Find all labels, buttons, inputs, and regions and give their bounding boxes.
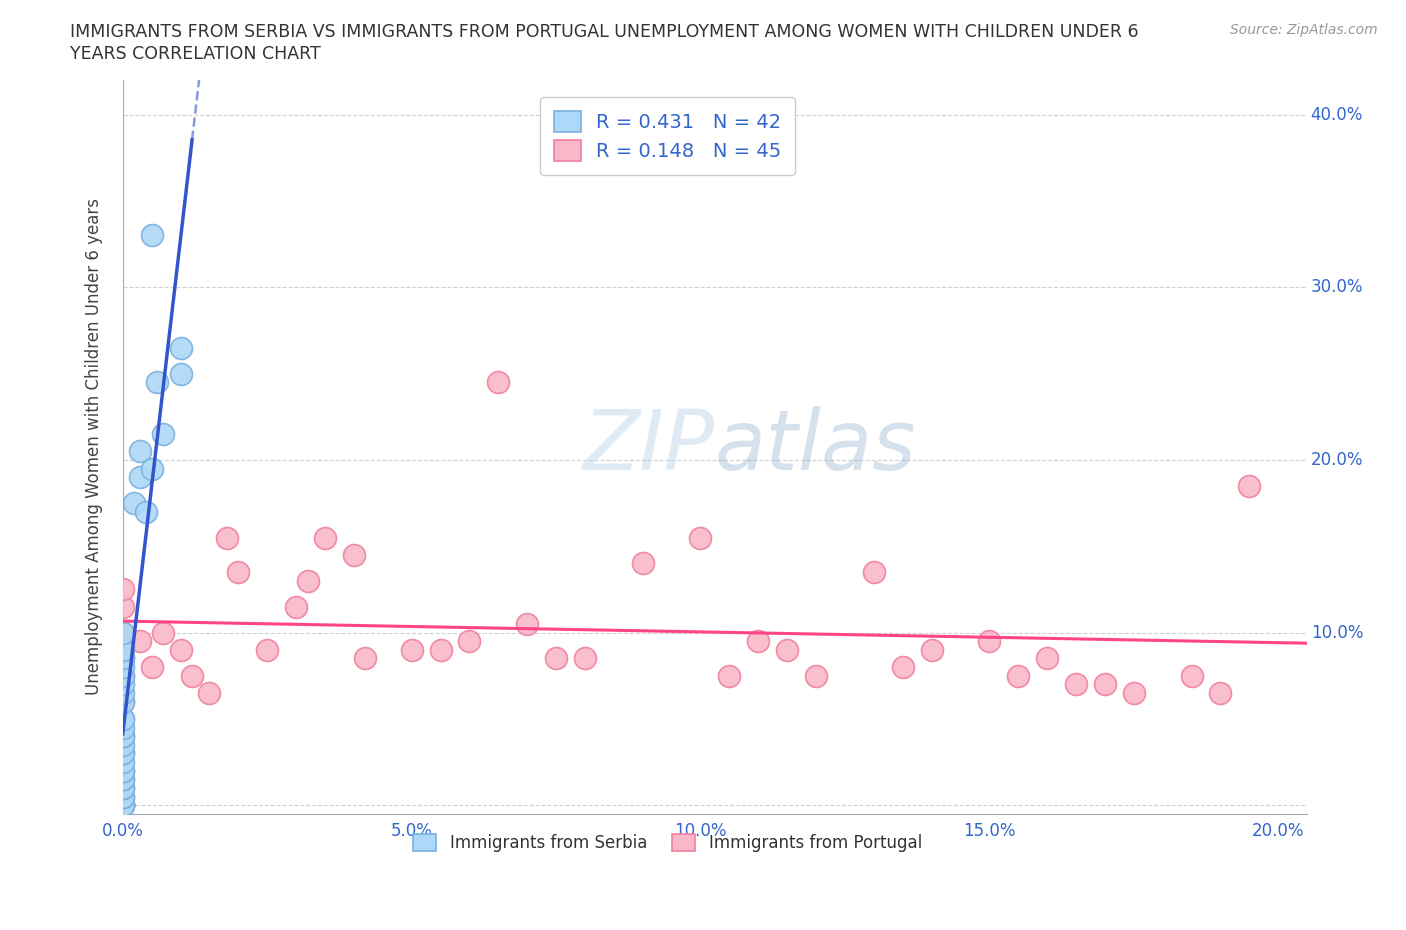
- Text: 40.0%: 40.0%: [1310, 106, 1362, 124]
- Text: IMMIGRANTS FROM SERBIA VS IMMIGRANTS FROM PORTUGAL UNEMPLOYMENT AMONG WOMEN WITH: IMMIGRANTS FROM SERBIA VS IMMIGRANTS FRO…: [70, 23, 1139, 41]
- Point: [111, 651, 134, 666]
- Point: [169, 340, 191, 355]
- Point: [776, 643, 799, 658]
- Point: [111, 798, 134, 813]
- Point: [111, 643, 134, 658]
- Text: 10.0%: 10.0%: [1310, 623, 1364, 642]
- Point: [141, 461, 163, 476]
- Y-axis label: Unemployment Among Women with Children Under 6 years: Unemployment Among Women with Children U…: [86, 198, 103, 696]
- Point: [124, 496, 146, 511]
- Point: [979, 633, 1001, 648]
- Point: [1064, 677, 1087, 692]
- Point: [1122, 685, 1144, 700]
- Point: [458, 633, 481, 648]
- Point: [111, 746, 134, 761]
- Point: [146, 375, 169, 390]
- Point: [111, 651, 134, 666]
- Point: [111, 764, 134, 778]
- Point: [111, 677, 134, 692]
- Point: [111, 729, 134, 744]
- Point: [1007, 669, 1029, 684]
- Point: [429, 643, 451, 658]
- Point: [141, 228, 163, 243]
- Point: [401, 643, 423, 658]
- Point: [921, 643, 943, 658]
- Point: [129, 633, 152, 648]
- Point: [516, 617, 538, 631]
- Point: [804, 669, 827, 684]
- Point: [111, 790, 134, 804]
- Point: [111, 772, 134, 787]
- Point: [111, 737, 134, 752]
- Point: [111, 659, 134, 674]
- Point: [256, 643, 278, 658]
- Point: [169, 366, 191, 381]
- Point: [631, 556, 654, 571]
- Point: [1180, 669, 1202, 684]
- Point: [297, 573, 319, 588]
- Point: [1239, 478, 1261, 493]
- Point: [111, 798, 134, 813]
- Point: [486, 375, 509, 390]
- Point: [111, 798, 134, 813]
- Text: 20.0%: 20.0%: [1310, 451, 1364, 469]
- Point: [111, 780, 134, 795]
- Point: [111, 599, 134, 614]
- Point: [111, 582, 134, 597]
- Point: [152, 427, 174, 442]
- Point: [285, 599, 308, 614]
- Point: [169, 643, 191, 658]
- Point: [181, 669, 204, 684]
- Point: [747, 633, 769, 648]
- Text: 30.0%: 30.0%: [1310, 278, 1364, 297]
- Point: [111, 694, 134, 709]
- Point: [111, 754, 134, 769]
- Point: [1036, 651, 1059, 666]
- Point: [111, 772, 134, 787]
- Point: [111, 711, 134, 726]
- Text: ZIP: ZIP: [583, 406, 714, 487]
- Point: [862, 565, 884, 579]
- Point: [111, 798, 134, 813]
- Point: [343, 548, 366, 563]
- Point: [111, 625, 134, 640]
- Point: [152, 625, 174, 640]
- Point: [314, 530, 336, 545]
- Point: [111, 798, 134, 813]
- Point: [111, 685, 134, 700]
- Point: [135, 504, 157, 519]
- Point: [111, 746, 134, 761]
- Point: [111, 669, 134, 684]
- Point: [111, 764, 134, 778]
- Point: [574, 651, 596, 666]
- Point: [141, 659, 163, 674]
- Point: [111, 790, 134, 804]
- Point: [198, 685, 221, 700]
- Point: [129, 470, 152, 485]
- Point: [111, 711, 134, 726]
- Point: [111, 625, 134, 640]
- Point: [111, 798, 134, 813]
- Point: [111, 669, 134, 684]
- Point: [215, 530, 238, 545]
- Point: [129, 444, 152, 458]
- Point: [111, 780, 134, 795]
- Point: [689, 530, 711, 545]
- Point: [1094, 677, 1116, 692]
- Text: YEARS CORRELATION CHART: YEARS CORRELATION CHART: [70, 45, 321, 62]
- Point: [111, 729, 134, 744]
- Legend: Immigrants from Serbia, Immigrants from Portugal: Immigrants from Serbia, Immigrants from …: [405, 826, 931, 860]
- Point: [111, 720, 134, 735]
- Point: [891, 659, 914, 674]
- Text: Source: ZipAtlas.com: Source: ZipAtlas.com: [1230, 23, 1378, 37]
- Point: [718, 669, 741, 684]
- Point: [111, 694, 134, 709]
- Point: [111, 798, 134, 813]
- Point: [1209, 685, 1232, 700]
- Point: [226, 565, 249, 579]
- Point: [544, 651, 567, 666]
- Point: [354, 651, 377, 666]
- Text: atlas: atlas: [714, 406, 917, 487]
